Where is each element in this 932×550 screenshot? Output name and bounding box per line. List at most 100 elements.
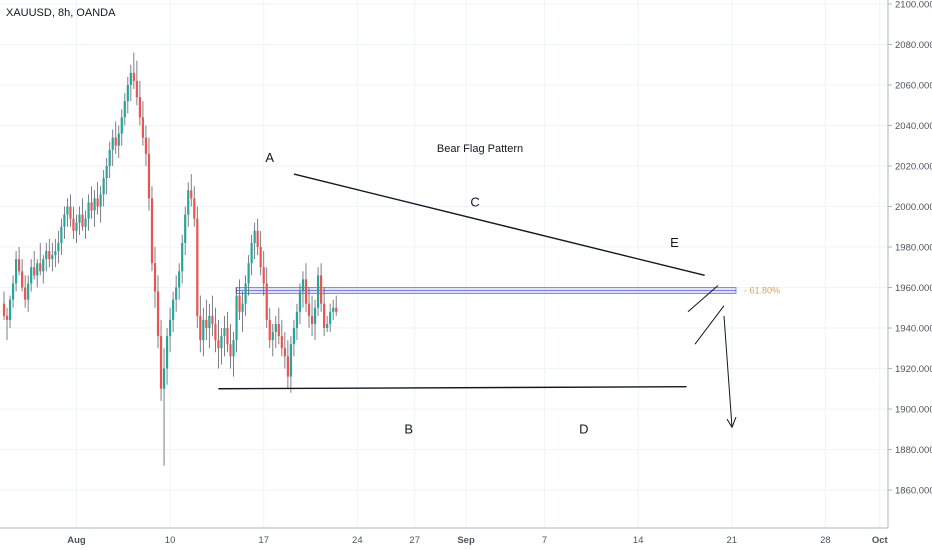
candle-body[interactable] [181, 242, 184, 272]
candle-body[interactable] [144, 137, 148, 154]
candle-body[interactable] [310, 315, 314, 324]
candle-body[interactable] [153, 263, 157, 292]
candle-body[interactable] [274, 323, 277, 333]
resistance-line[interactable] [293, 173, 705, 277]
candle-body[interactable] [54, 251, 57, 256]
candle-body[interactable] [93, 198, 96, 211]
candle-body[interactable] [244, 283, 247, 304]
candle-body[interactable] [120, 117, 123, 134]
candle-body[interactable] [313, 307, 317, 324]
candle-body[interactable] [304, 279, 308, 304]
projection-arrow[interactable] [723, 315, 733, 428]
candle-body[interactable] [51, 255, 54, 260]
candle-body[interactable] [214, 323, 217, 341]
candle-body[interactable] [147, 153, 151, 199]
flag-lower-line[interactable] [694, 305, 725, 345]
candle-body[interactable] [11, 283, 15, 300]
candle-body[interactable] [123, 101, 126, 118]
candle-body[interactable] [90, 202, 93, 211]
candle-body[interactable] [199, 315, 202, 341]
candle-body[interactable] [105, 166, 108, 179]
candle-body[interactable] [45, 251, 48, 260]
candle-body[interactable] [292, 328, 296, 345]
candle-body[interactable] [14, 259, 18, 284]
candle-body[interactable] [217, 340, 220, 349]
candle-body[interactable] [172, 299, 175, 320]
candle-body[interactable] [256, 230, 259, 247]
candle-body[interactable] [280, 336, 283, 349]
candle-body[interactable] [99, 194, 102, 207]
candle-body[interactable] [223, 328, 226, 337]
candle-body[interactable] [72, 218, 75, 231]
candle-body[interactable] [259, 247, 262, 268]
candle-body[interactable] [126, 85, 129, 102]
candle-body[interactable] [316, 275, 320, 308]
candle-body[interactable] [205, 319, 208, 328]
candle-body[interactable] [271, 332, 274, 341]
candle-body[interactable] [159, 336, 163, 389]
candle-body[interactable] [156, 291, 160, 337]
candle-body[interactable] [24, 287, 27, 300]
candle-body[interactable] [42, 259, 45, 272]
candle-body[interactable] [220, 336, 223, 349]
candle-body[interactable] [66, 206, 69, 215]
candle-body[interactable] [111, 137, 114, 150]
candle-body[interactable] [265, 283, 268, 320]
candle-body[interactable] [253, 230, 256, 243]
candle-body[interactable] [283, 348, 286, 357]
candle-body[interactable] [30, 267, 33, 284]
candle-body[interactable] [108, 149, 111, 166]
candle-body[interactable] [150, 198, 154, 264]
candle-body[interactable] [235, 295, 238, 341]
candle-body[interactable] [84, 218, 87, 227]
candle-body[interactable] [8, 299, 12, 320]
candle-body[interactable] [33, 267, 36, 276]
candle-body[interactable] [295, 311, 299, 328]
candle-body[interactable] [2, 303, 6, 316]
candle-body[interactable] [187, 190, 190, 215]
candle-body[interactable] [117, 133, 120, 146]
candle-body[interactable] [102, 178, 105, 195]
candle-body[interactable] [289, 344, 292, 377]
candle-body[interactable] [211, 315, 214, 324]
flag-upper-line[interactable] [687, 285, 719, 313]
candle-body[interactable] [165, 336, 169, 369]
candle-body[interactable] [335, 307, 338, 312]
candle-body[interactable] [178, 271, 181, 288]
candle-body[interactable] [250, 242, 253, 264]
candle-body[interactable] [81, 214, 84, 227]
candle-body[interactable] [320, 275, 323, 304]
candle-body[interactable] [21, 271, 24, 288]
candle-body[interactable] [141, 117, 145, 138]
candle-body[interactable] [262, 267, 265, 284]
candle-body[interactable] [75, 222, 78, 231]
candle-body[interactable] [69, 206, 72, 219]
candle-body[interactable] [226, 328, 229, 345]
candle-body[interactable] [301, 279, 305, 292]
candle-body[interactable] [196, 218, 199, 316]
candle-body[interactable] [193, 198, 196, 219]
candle-body[interactable] [36, 263, 39, 276]
candle-body[interactable] [129, 72, 132, 85]
candle-body[interactable] [298, 291, 302, 312]
candle-body[interactable] [87, 202, 90, 219]
candle-body[interactable] [332, 307, 335, 312]
candle-body[interactable] [114, 137, 117, 146]
candle-body[interactable] [208, 315, 211, 328]
candle-body[interactable] [241, 303, 244, 312]
candle-body[interactable] [323, 303, 326, 328]
candle-body[interactable] [48, 251, 51, 260]
candle-body[interactable] [162, 368, 166, 389]
candle-body[interactable] [190, 190, 193, 199]
candle-body[interactable] [169, 319, 172, 337]
candle-body[interactable] [247, 263, 250, 284]
candle-body[interactable] [63, 214, 66, 227]
candle-body[interactable] [238, 295, 241, 312]
candle-body[interactable] [268, 319, 271, 341]
candle-body[interactable] [5, 315, 9, 320]
candle-body[interactable] [39, 263, 42, 272]
candle-body[interactable] [57, 242, 60, 252]
candle-body[interactable] [326, 323, 329, 328]
candle-body[interactable] [277, 323, 280, 337]
candle-body[interactable] [175, 287, 178, 300]
